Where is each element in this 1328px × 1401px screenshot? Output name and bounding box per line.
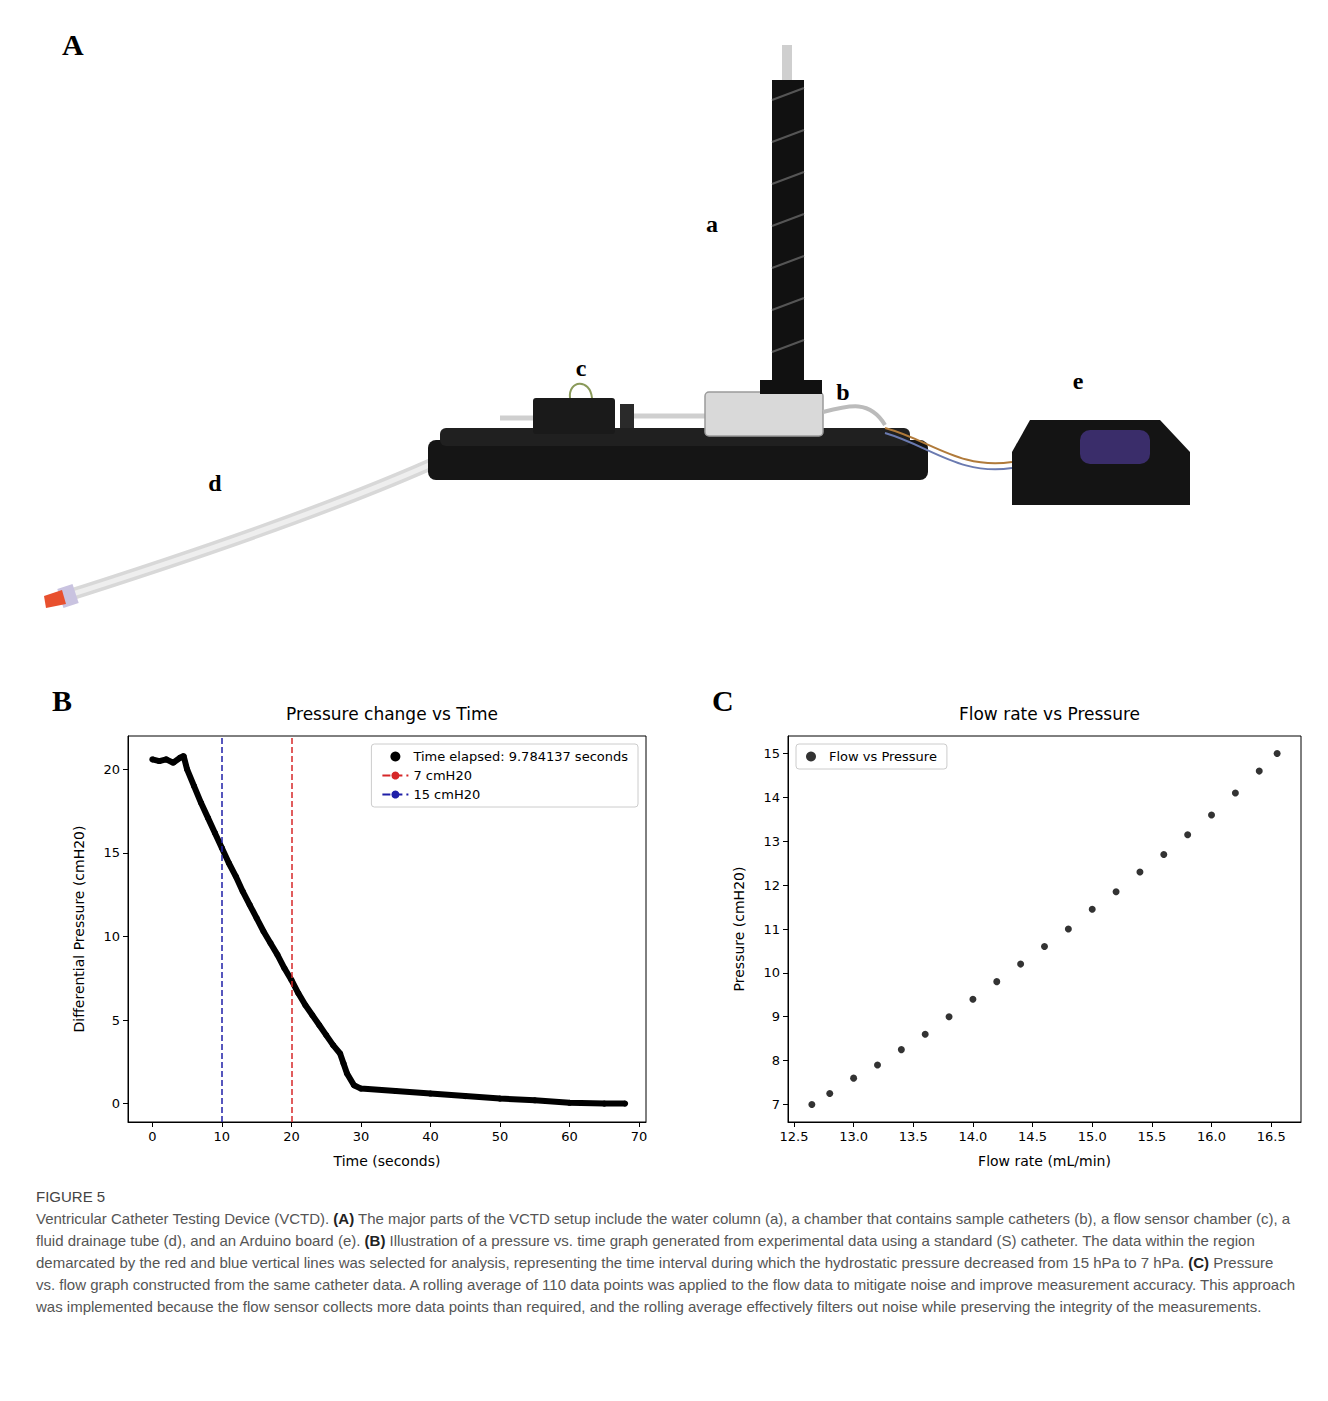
- html-text:C: C: [712, 684, 734, 717]
- svg-text:Flow rate (mL/min): Flow rate (mL/min): [978, 1153, 1111, 1169]
- svg-text:14.0: 14.0: [958, 1129, 987, 1144]
- svg-text:Flow vs Pressure: Flow vs Pressure: [829, 749, 937, 764]
- svg-text:13.0: 13.0: [839, 1129, 868, 1144]
- svg-text:12: 12: [763, 878, 780, 893]
- svg-text:12.5: 12.5: [779, 1129, 808, 1144]
- svg-text:16.0: 16.0: [1197, 1129, 1226, 1144]
- svg-text:a: a: [706, 211, 718, 237]
- svg-text:b: b: [836, 379, 849, 405]
- svg-text:50: 50: [492, 1129, 509, 1144]
- svg-text:d: d: [208, 470, 222, 496]
- svg-text:9: 9: [772, 1009, 780, 1024]
- svg-text:15.0: 15.0: [1078, 1129, 1107, 1144]
- svg-text:60: 60: [561, 1129, 578, 1144]
- svg-text:10: 10: [763, 965, 780, 980]
- svg-text:7: 7: [772, 1097, 780, 1112]
- svg-text:13: 13: [763, 834, 780, 849]
- svg-text:e: e: [1073, 368, 1084, 394]
- svg-text:15.5: 15.5: [1137, 1129, 1166, 1144]
- html-text:Ventricular Catheter Testing D: Ventricular Catheter Testing Device (VCT…: [36, 1210, 1295, 1315]
- svg-text:30: 30: [353, 1129, 370, 1144]
- svg-text:15: 15: [103, 845, 120, 860]
- svg-text:8: 8: [772, 1053, 780, 1068]
- html-text:FIGURE 5: FIGURE 5: [36, 1188, 106, 1205]
- svg-text:Differential Pressure (cmH20): Differential Pressure (cmH20): [71, 826, 87, 1033]
- svg-text:0: 0: [112, 1096, 120, 1111]
- svg-text:16.5: 16.5: [1257, 1129, 1286, 1144]
- svg-text:Time elapsed: 9.784137 seconds: Time elapsed: 9.784137 seconds: [412, 749, 628, 764]
- svg-text:10: 10: [214, 1129, 231, 1144]
- svg-text:Pressure (cmH20): Pressure (cmH20): [731, 867, 747, 992]
- svg-text:10: 10: [103, 929, 120, 944]
- svg-text:Time (seconds): Time (seconds): [333, 1153, 441, 1169]
- svg-text:15 cmH20: 15 cmH20: [413, 787, 480, 802]
- svg-text:13.5: 13.5: [899, 1129, 928, 1144]
- svg-text:7 cmH20: 7 cmH20: [413, 768, 472, 783]
- svg-text:70: 70: [631, 1129, 648, 1144]
- svg-text:Flow rate vs Pressure: Flow rate vs Pressure: [959, 704, 1140, 724]
- svg-text:15: 15: [763, 746, 780, 761]
- svg-text:14: 14: [763, 790, 780, 805]
- svg-text:c: c: [576, 355, 587, 381]
- svg-text:0: 0: [148, 1129, 156, 1144]
- svg-text:20: 20: [283, 1129, 300, 1144]
- html-text:A: A: [62, 28, 84, 61]
- svg-text:11: 11: [763, 922, 780, 937]
- svg-text:14.5: 14.5: [1018, 1129, 1047, 1144]
- svg-text:5: 5: [112, 1013, 120, 1028]
- svg-text:40: 40: [422, 1129, 439, 1144]
- svg-text:20: 20: [103, 762, 120, 777]
- html-text:B: B: [52, 684, 72, 717]
- svg-text:Pressure change vs Time: Pressure change vs Time: [286, 704, 498, 724]
